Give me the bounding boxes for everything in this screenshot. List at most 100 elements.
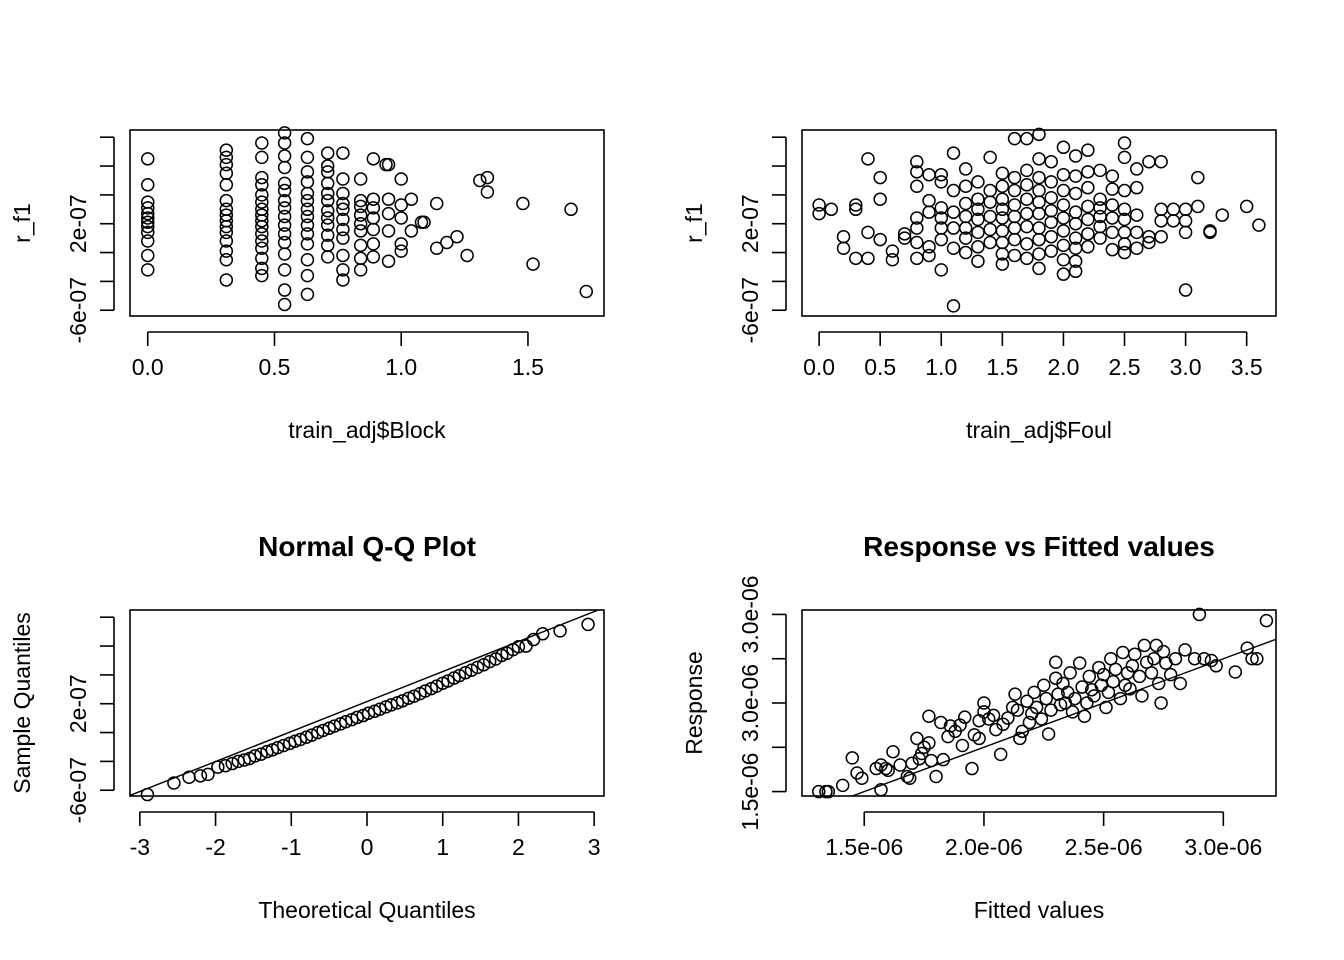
data-point — [581, 617, 595, 632]
data-point — [1197, 651, 1211, 666]
data-point — [1080, 696, 1094, 710]
data-point — [277, 218, 292, 232]
data-point — [946, 221, 961, 235]
data-point — [1081, 227, 1095, 241]
data-point — [336, 196, 350, 211]
data-point — [1135, 689, 1149, 703]
data-point — [1056, 183, 1071, 198]
data-point — [293, 732, 308, 747]
data-point — [429, 241, 444, 255]
data-point — [320, 211, 335, 225]
data-point — [300, 186, 315, 201]
data-point — [470, 660, 485, 675]
data-point — [914, 746, 929, 761]
data-point — [1007, 232, 1022, 247]
data-point — [1116, 645, 1130, 660]
data-point — [300, 150, 315, 165]
panel-foul: 0.0 0.5 1.0 1.5 2.0 2.5 3.0 3.5 -6e-07 2e-07 train… — [681, 127, 1277, 443]
data-point — [1149, 638, 1164, 653]
data-point — [366, 250, 381, 264]
data-point — [482, 654, 497, 669]
panel-qq: -3 -2 -1 0 1 2 3 -6e-07 2e-07 Theoretical Quantil… — [9, 531, 605, 923]
data-point — [812, 784, 826, 799]
data-point — [929, 769, 943, 784]
data-point — [277, 136, 292, 150]
data-point — [480, 185, 495, 199]
chart-title: Response vs Fitted values — [863, 531, 1215, 562]
data-point — [167, 776, 181, 790]
data-point — [995, 224, 1010, 238]
data-point — [983, 150, 997, 165]
data-point — [201, 767, 215, 782]
data-point — [1034, 712, 1049, 726]
data-point — [1259, 613, 1274, 628]
data-point — [277, 126, 292, 140]
data-point — [336, 172, 350, 186]
data-point — [1020, 694, 1034, 708]
data-point — [395, 694, 410, 708]
data-point — [450, 229, 464, 244]
data-point — [1068, 231, 1083, 245]
x-tick-label: 2.5e-06 — [1065, 834, 1143, 860]
data-point — [971, 202, 985, 217]
data-point — [1044, 244, 1058, 258]
data-point — [336, 222, 350, 237]
data-point — [219, 157, 234, 172]
data-point — [1117, 150, 1132, 165]
data-point — [353, 263, 368, 277]
data-point — [1044, 203, 1058, 218]
x-tick-label: -3 — [130, 834, 150, 860]
data-point — [971, 225, 985, 240]
data-point — [1063, 666, 1077, 680]
data-point — [1093, 231, 1107, 245]
data-point — [394, 244, 408, 258]
data-point — [219, 219, 234, 234]
data-point — [140, 787, 155, 802]
data-point — [1020, 163, 1034, 178]
data-point — [353, 216, 368, 231]
data-point — [1082, 669, 1097, 684]
data-point — [1092, 660, 1106, 675]
x-tick-label: 0.0 — [803, 354, 835, 380]
x-tick-label: 1.5 — [512, 354, 544, 380]
data-point — [381, 206, 396, 221]
data-point — [1129, 225, 1144, 240]
data-point — [429, 196, 444, 211]
data-point — [1154, 154, 1168, 169]
data-point — [219, 166, 234, 181]
data-point — [910, 179, 924, 193]
data-point — [219, 244, 234, 258]
x-tick-label: 2.0 — [1047, 354, 1079, 380]
data-point — [821, 784, 836, 799]
data-point — [971, 192, 985, 206]
y-axis-label: r_f1 — [9, 203, 35, 243]
data-point — [934, 201, 949, 215]
data-point — [1044, 191, 1058, 205]
data-point — [910, 235, 924, 250]
x-tick-label: 3 — [588, 834, 601, 860]
data-point — [225, 756, 239, 771]
data-point — [1068, 264, 1083, 279]
data-point — [219, 193, 234, 208]
data-point — [1252, 218, 1266, 232]
data-point — [1129, 180, 1144, 195]
data-point — [300, 268, 315, 283]
data-point — [1032, 170, 1046, 185]
data-point — [316, 723, 330, 738]
data-point — [254, 747, 268, 761]
data-point — [1123, 682, 1137, 696]
data-point — [922, 205, 936, 219]
data-point — [977, 696, 991, 710]
data-point — [1032, 221, 1046, 235]
data-point — [255, 170, 269, 185]
data-point — [1020, 178, 1034, 192]
data-point — [946, 299, 961, 313]
data-point — [404, 192, 419, 206]
data-point — [394, 172, 408, 186]
data-point — [579, 284, 594, 299]
data-point — [953, 718, 967, 732]
y-axis-label: r_f1 — [681, 203, 707, 243]
data-point — [1068, 254, 1083, 268]
data-point — [1056, 167, 1071, 182]
data-point — [394, 237, 408, 251]
